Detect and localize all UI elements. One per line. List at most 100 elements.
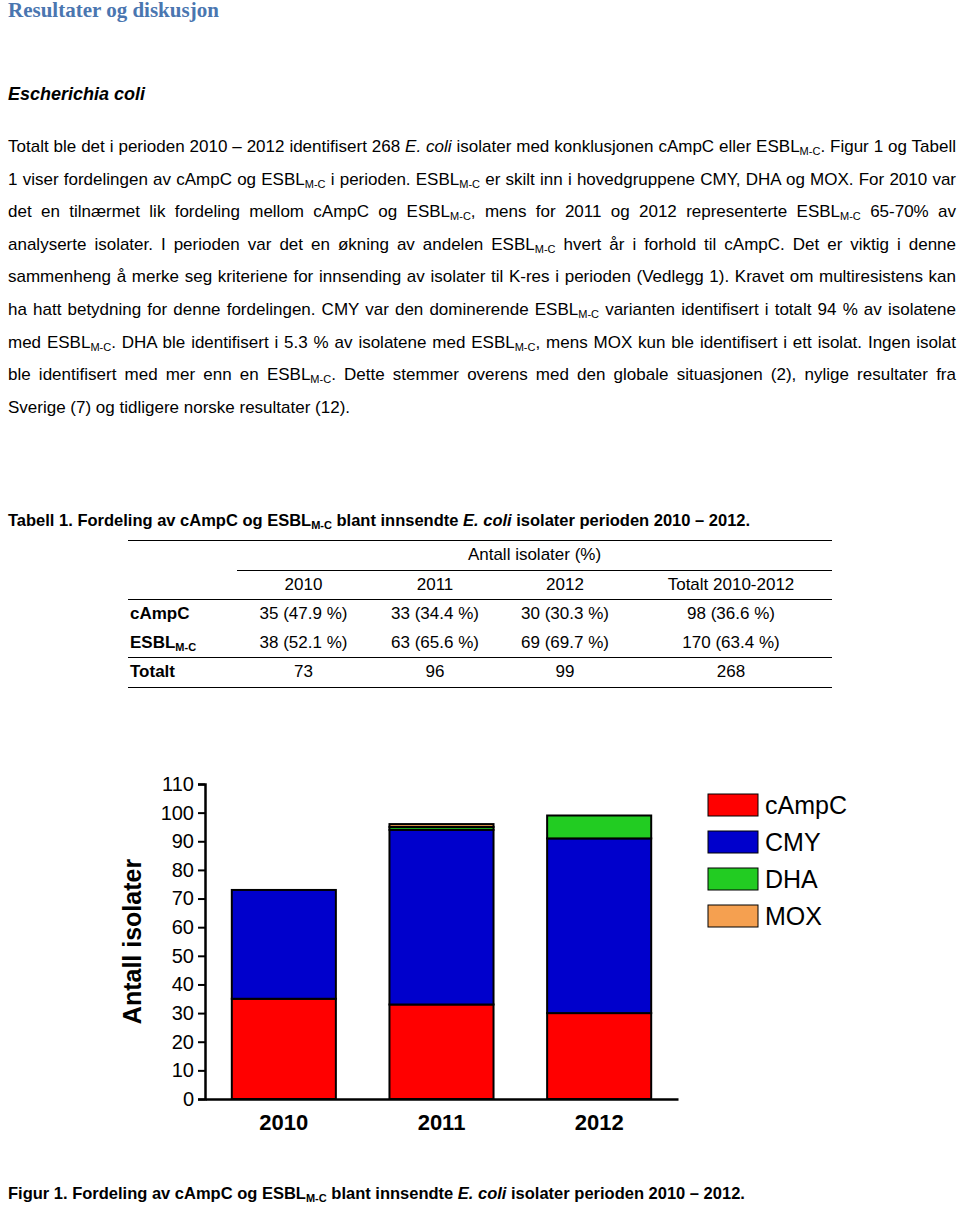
bar-segment bbox=[547, 838, 651, 1013]
chart: 0 10 20 30 40 50 60 70 80 90 100 110 2010 2011 2012 Ant… bbox=[0, 760, 960, 1170]
bar-segment bbox=[389, 830, 493, 1005]
table-cell bbox=[128, 570, 237, 600]
y-tick: 90 bbox=[172, 830, 205, 852]
paragraph: Totalt ble det i perioden 2010 – 2012 id… bbox=[8, 131, 956, 424]
page: Resultater og diskusjon Escherichia coli T… bbox=[0, 0, 960, 1206]
legend-swatch bbox=[708, 831, 758, 853]
table-column-header: 2012 bbox=[500, 570, 630, 600]
y-tick-mark bbox=[198, 869, 205, 871]
italic-text: E. coli bbox=[458, 1184, 507, 1202]
table-row: ESBLM-C38 (52.1 %)63 (65.6 %)69 (69.7 %)… bbox=[128, 629, 832, 658]
legend-swatch bbox=[708, 905, 758, 927]
y-tick-mark bbox=[198, 841, 205, 843]
x-tick: 2012 bbox=[575, 1110, 624, 1135]
text-run: cAmpC bbox=[130, 604, 190, 623]
bar-segment bbox=[232, 890, 336, 999]
table-column-header: Totalt 2010-2012 bbox=[630, 570, 832, 600]
y-tick-label: 100 bbox=[161, 802, 194, 824]
table-cell: 33 (34.4 %) bbox=[370, 600, 500, 629]
y-tick-label: 10 bbox=[172, 1059, 194, 1081]
subscript: M-C bbox=[535, 243, 556, 255]
text-run: isolater perioden 2010 – 2012. bbox=[506, 1184, 744, 1202]
subscript: M-C bbox=[459, 178, 480, 190]
text-run: i perioden. ESBL bbox=[326, 170, 460, 189]
table-column-header: 2010 bbox=[237, 570, 370, 600]
text-run: . DHA ble identifisert i 5.3 % av isolat… bbox=[111, 333, 515, 352]
y-tick-label: 70 bbox=[172, 887, 194, 909]
y-tick-mark bbox=[198, 927, 205, 929]
text-run: isolater perioden 2010 – 2012. bbox=[512, 511, 750, 529]
heading: Resultater og diskusjon bbox=[8, 0, 219, 23]
y-tick-label: 80 bbox=[172, 859, 194, 881]
text-run: Tabell 1. Fordeling av cAmpC og ESBL bbox=[8, 511, 311, 529]
bar-segment bbox=[389, 1005, 493, 1100]
y-axis-title: Antall isolater bbox=[118, 859, 146, 1025]
subscript: M-C bbox=[306, 1192, 327, 1204]
x-tick: 2010 bbox=[259, 1110, 308, 1135]
y-tick-label: 0 bbox=[183, 1088, 194, 1110]
subscript: M-C bbox=[515, 341, 536, 353]
y-tick-mark bbox=[198, 1041, 205, 1043]
table: Antall isolater (%)201020112012Totalt 20… bbox=[128, 540, 832, 688]
table-row: Totalt739699268 bbox=[128, 658, 832, 688]
y-tick-mark bbox=[198, 1013, 205, 1015]
subscript: M-C bbox=[305, 178, 326, 190]
legend-label: DHA bbox=[765, 865, 818, 893]
text-run: blant innsendte bbox=[332, 511, 463, 529]
y-tick: 0 bbox=[183, 1088, 205, 1110]
y-tick-mark bbox=[198, 955, 205, 957]
italic-text: E. coli bbox=[405, 137, 452, 156]
y-tick: 70 bbox=[172, 887, 205, 909]
y-tick: 80 bbox=[172, 859, 205, 881]
y-tick: 10 bbox=[172, 1059, 205, 1081]
text-run: Totalt bbox=[130, 662, 175, 681]
y-tick-label: 50 bbox=[172, 945, 194, 967]
x-tick: 2011 bbox=[418, 1110, 466, 1135]
y-tick-label: 60 bbox=[172, 916, 194, 938]
table-cell: 38 (52.1 %) bbox=[237, 629, 370, 658]
x-tick-label: 2010 bbox=[259, 1110, 308, 1135]
table-cell: 30 (30.3 %) bbox=[500, 600, 630, 629]
bar-segment bbox=[232, 889, 336, 891]
y-tick-mark bbox=[198, 984, 205, 986]
y-tick: 110 bbox=[162, 773, 205, 795]
table-cell: 35 (47.9 %) bbox=[237, 600, 370, 629]
table-row-label: cAmpC bbox=[128, 600, 237, 629]
legend-swatch bbox=[708, 868, 758, 890]
text-run: isolater med konklusjonen cAmpC eller ES… bbox=[452, 137, 800, 156]
x-axis: 2010 2011 2012 bbox=[206, 1100, 679, 1135]
table-row-label: ESBLM-C bbox=[128, 629, 237, 658]
bar-segment bbox=[547, 816, 651, 839]
italic-text: E. coli bbox=[463, 511, 512, 529]
table-cell: 268 bbox=[630, 658, 832, 688]
table-row-label: Totalt bbox=[128, 658, 237, 688]
y-tick-mark bbox=[198, 784, 205, 786]
text-run: ESBL bbox=[130, 633, 175, 652]
y-tick-label: 20 bbox=[172, 1031, 194, 1053]
table-cell: 73 bbox=[237, 658, 370, 688]
y-tick-label: 30 bbox=[172, 1002, 194, 1024]
subheading: Escherichia coli bbox=[8, 84, 145, 105]
legend-label: cAmpC bbox=[765, 791, 847, 819]
table-cell: 99 bbox=[500, 658, 630, 688]
table-row: Antall isolater (%) bbox=[128, 541, 832, 571]
table-cell: 69 (69.7 %) bbox=[500, 629, 630, 658]
legend-label: CMY bbox=[765, 828, 821, 856]
legend: cAmpCCMYDHAMOX bbox=[708, 791, 847, 930]
x-tick-label: 2012 bbox=[575, 1110, 624, 1135]
subscript: M-C bbox=[800, 145, 821, 157]
bar-segment bbox=[547, 815, 651, 817]
y-tick: 20 bbox=[172, 1031, 205, 1053]
x-tick-label: 2011 bbox=[418, 1110, 466, 1135]
bar-segment bbox=[232, 889, 336, 891]
y-tick-mark bbox=[198, 812, 205, 814]
bar-segment bbox=[389, 824, 493, 827]
table-caption: Tabell 1. Fordeling av cAmpC og ESBLM-C … bbox=[8, 511, 750, 530]
y-tick-mark bbox=[198, 1099, 205, 1101]
text-run: blant innsendte bbox=[327, 1184, 458, 1202]
table-row: cAmpC35 (47.9 %)33 (34.4 %)30 (30.3 %)98… bbox=[128, 600, 832, 629]
y-tick: 40 bbox=[172, 973, 205, 995]
table-row: 201020112012Totalt 2010-2012 bbox=[128, 570, 832, 600]
text-run: , mens for 2011 og 2012 representerte ES… bbox=[471, 202, 840, 221]
table-cell bbox=[128, 541, 237, 571]
